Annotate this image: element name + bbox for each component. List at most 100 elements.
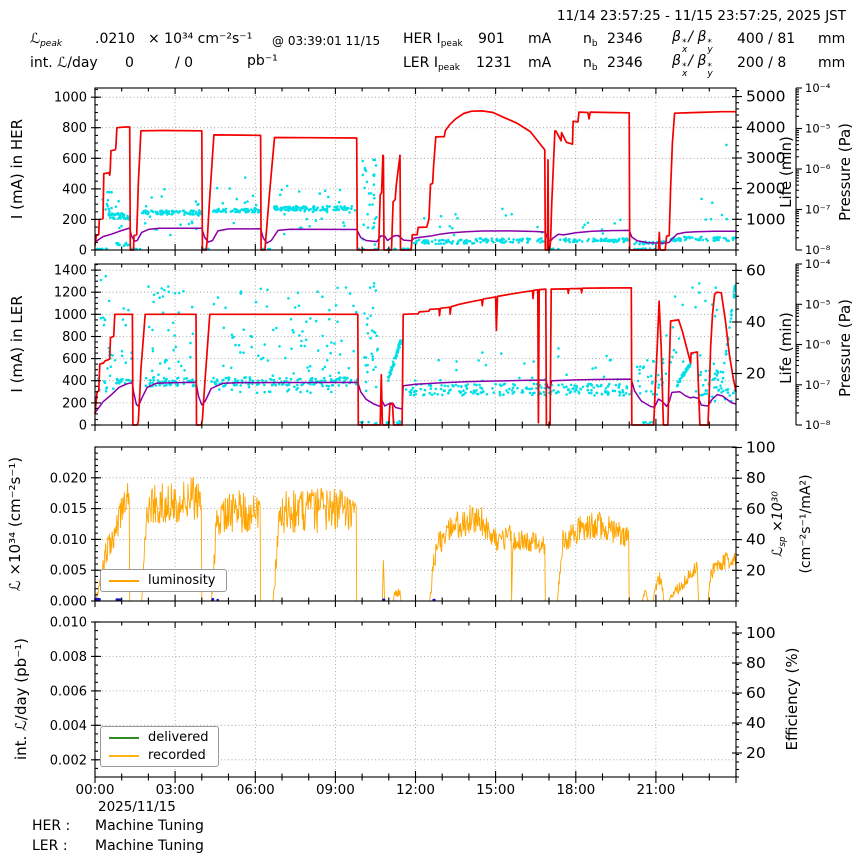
scatter-dot xyxy=(275,326,278,330)
scatter-dot xyxy=(592,237,595,240)
scatter-dot xyxy=(530,376,534,380)
scatter-dot xyxy=(247,383,250,386)
scatter-dot xyxy=(565,373,568,377)
lpeak-unit: × 10³⁴ cm⁻²s⁻¹ xyxy=(148,31,253,47)
scatter-dot xyxy=(675,238,679,242)
y-tick-label: 400 xyxy=(62,374,87,389)
intlum-label: int. ℒ/day xyxy=(30,55,98,71)
scatter-dot xyxy=(459,391,462,395)
scatter-dot xyxy=(434,242,438,246)
scatter-dot xyxy=(165,377,168,381)
scatter-dot xyxy=(579,387,582,391)
scatter-dot xyxy=(185,377,189,380)
scatter-dot xyxy=(676,383,680,387)
intlum-value: 0 xyxy=(125,55,134,71)
scatter-dot xyxy=(389,366,393,369)
scatter-dot xyxy=(242,328,245,332)
right-tick-label: 80 xyxy=(746,469,766,487)
scatter-dot xyxy=(714,286,717,290)
scatter-dot xyxy=(665,334,668,337)
scatter-dot xyxy=(694,390,698,393)
scatter-dot xyxy=(348,211,351,214)
scatter-dot xyxy=(339,376,342,379)
her-ipeak-unit: mA xyxy=(528,31,552,47)
scatter-dot xyxy=(614,239,618,242)
scatter-dot xyxy=(726,391,730,394)
scatter-dot xyxy=(151,328,154,332)
scatter-dot xyxy=(158,296,161,300)
grid-1 xyxy=(95,264,736,425)
scatter-dot xyxy=(471,242,475,245)
scatter-dot xyxy=(575,385,578,389)
scatter-points xyxy=(95,143,736,251)
scatter-dot xyxy=(162,376,166,380)
scatter-dot xyxy=(113,359,117,362)
scatter-dot xyxy=(511,240,515,244)
scatter-dot xyxy=(340,207,344,210)
scatter-dot xyxy=(244,376,247,379)
scatter-dot xyxy=(684,238,688,241)
scatter-dot xyxy=(364,389,368,393)
scatter-dot xyxy=(694,237,697,241)
scatter-dot xyxy=(638,385,642,388)
series-1 xyxy=(94,274,737,426)
scatter-dot xyxy=(536,225,539,229)
scatter-dot xyxy=(272,378,276,382)
ticklabels-0: 0 200 400 600 800 1000 1000 2000 3000 4000 5000 xyxy=(54,88,786,259)
scatter-dot xyxy=(236,379,240,383)
scatter-dot xyxy=(99,278,103,282)
scatter-dot xyxy=(502,393,505,397)
scatter-dot xyxy=(198,211,201,215)
scatter-dot xyxy=(268,390,271,394)
scatter-dot xyxy=(266,359,270,362)
right-tick-label: 20 xyxy=(746,744,766,762)
scatter-dot xyxy=(163,211,167,214)
scatter-dot xyxy=(725,352,728,356)
scatter-dot xyxy=(233,377,237,381)
scatter-dot xyxy=(263,390,267,394)
scatter-dot xyxy=(325,344,329,348)
scatter-dot xyxy=(352,349,356,353)
scatter-dot xyxy=(465,387,469,390)
scatter-dot xyxy=(699,354,702,357)
ler-pressure-axis-label: Pressure (Pa) xyxy=(836,298,854,398)
scatter-dot xyxy=(229,366,233,370)
her-beta-value: 400 / 81 xyxy=(737,31,796,47)
scatter-dot xyxy=(374,365,377,369)
scatter-dot xyxy=(328,205,331,208)
scatter-dot xyxy=(292,331,295,334)
scatter-dot xyxy=(425,241,429,245)
y-tick-label: 0.004 xyxy=(50,719,87,734)
scatter-dot xyxy=(340,339,343,343)
scatter-dot xyxy=(210,380,213,383)
scatter-dot xyxy=(235,197,239,201)
her-ipeak-label: HER Ipeak xyxy=(403,31,463,49)
scatter-dot xyxy=(305,320,308,324)
scatter-dot xyxy=(320,217,323,220)
y-tick-label: 0 xyxy=(79,244,87,259)
scatter-dot xyxy=(657,386,660,389)
scatter-dot xyxy=(287,388,291,391)
scatter-dot xyxy=(586,221,590,225)
scatter-dot xyxy=(224,210,228,214)
scatter-dot xyxy=(314,377,317,381)
scatter-dot xyxy=(369,314,373,318)
scatter-dot xyxy=(316,349,320,352)
scatter-dot xyxy=(674,351,678,354)
scatter-dot xyxy=(442,238,446,242)
scatter-dot xyxy=(177,211,180,214)
scatter-dot xyxy=(158,362,162,365)
scatter-dot xyxy=(337,371,341,375)
scatter-dot xyxy=(275,208,279,211)
scatter-dot xyxy=(399,421,402,425)
ler-status-label: LER : xyxy=(32,838,68,854)
scatter-dot xyxy=(285,184,289,188)
scatter-dot xyxy=(355,310,358,314)
scatter-dot xyxy=(572,387,575,390)
scatter-dot xyxy=(366,226,370,229)
scatter-dot xyxy=(495,237,499,241)
scatter-dot xyxy=(532,360,535,363)
scatter-dot xyxy=(517,241,520,244)
scatter-dot xyxy=(713,386,716,389)
pressure-tick-label: 10⁻⁶ xyxy=(805,162,831,176)
